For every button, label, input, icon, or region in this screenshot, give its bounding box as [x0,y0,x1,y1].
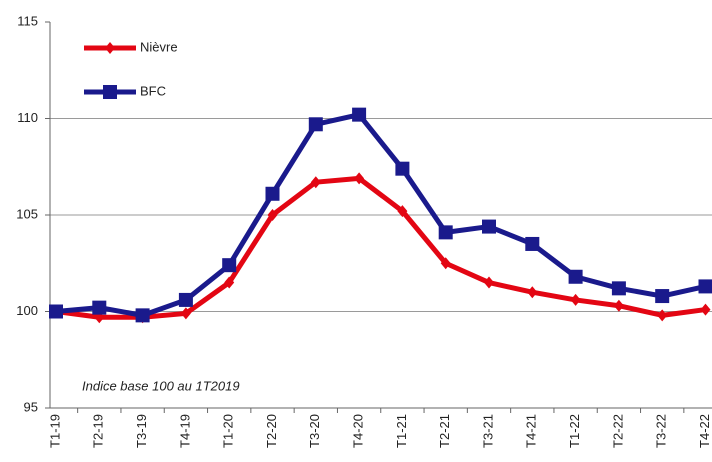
marker [484,276,494,289]
marker [482,219,496,234]
marker [570,293,581,306]
marker [397,205,408,218]
marker [92,300,107,315]
line [55,175,706,320]
marker [657,309,668,322]
marker [611,281,626,296]
x-tick-label: T4-20 [351,414,366,448]
marker [224,276,235,289]
marker [352,107,367,122]
marker [438,225,453,240]
marker [525,236,540,251]
marker [135,308,150,323]
legend-label: BFC [140,83,166,98]
x-tick-label: T2-21 [437,414,452,448]
marker [700,303,711,316]
legend-label: Nièvre [140,39,178,54]
x-tick-label: T1-20 [221,414,236,448]
marker [527,286,538,299]
marker [698,279,712,294]
y-tick-label: 105 [16,206,38,221]
annotation: Indice base 100 au 1T2019 [82,378,240,393]
marker [49,304,63,319]
x-tick-label: T1-19 [47,414,62,448]
marker [265,186,280,201]
marker [613,299,624,312]
x-tick-label: T2-22 [610,414,625,448]
x-tick-label: T3-19 [134,414,149,448]
x-tick-label: T4-19 [177,414,192,448]
marker [222,258,237,273]
marker [267,209,278,221]
x-tick-label: T4-21 [524,414,539,448]
x-tick-label: T1-21 [394,414,409,448]
marker [354,172,365,185]
x-tick-label: T1-22 [567,414,582,448]
legend-marker [105,42,115,54]
marker [178,292,193,307]
series: Nièvre [51,39,711,324]
x-tick-label: T4-22 [697,414,712,448]
legend-marker [103,85,117,99]
marker [440,257,451,270]
marker [655,289,670,304]
marker [180,307,191,320]
x-tick-label: T2-20 [264,414,279,448]
line [55,112,707,318]
x-tick-label: T3-21 [480,414,495,448]
series: BFC [49,83,712,323]
y-tick-label: 110 [17,110,38,125]
y-tick-label: 95 [24,399,38,414]
x-tick-label: T3-20 [307,414,322,448]
marker [568,269,583,284]
x-tick-label: T3-22 [654,414,669,448]
y-tick-label: 100 [16,303,38,318]
marker [310,176,321,189]
y-tick-label: 115 [17,13,38,28]
x-tick-label: T2-19 [91,414,106,448]
marker [395,161,410,176]
marker [308,117,323,132]
